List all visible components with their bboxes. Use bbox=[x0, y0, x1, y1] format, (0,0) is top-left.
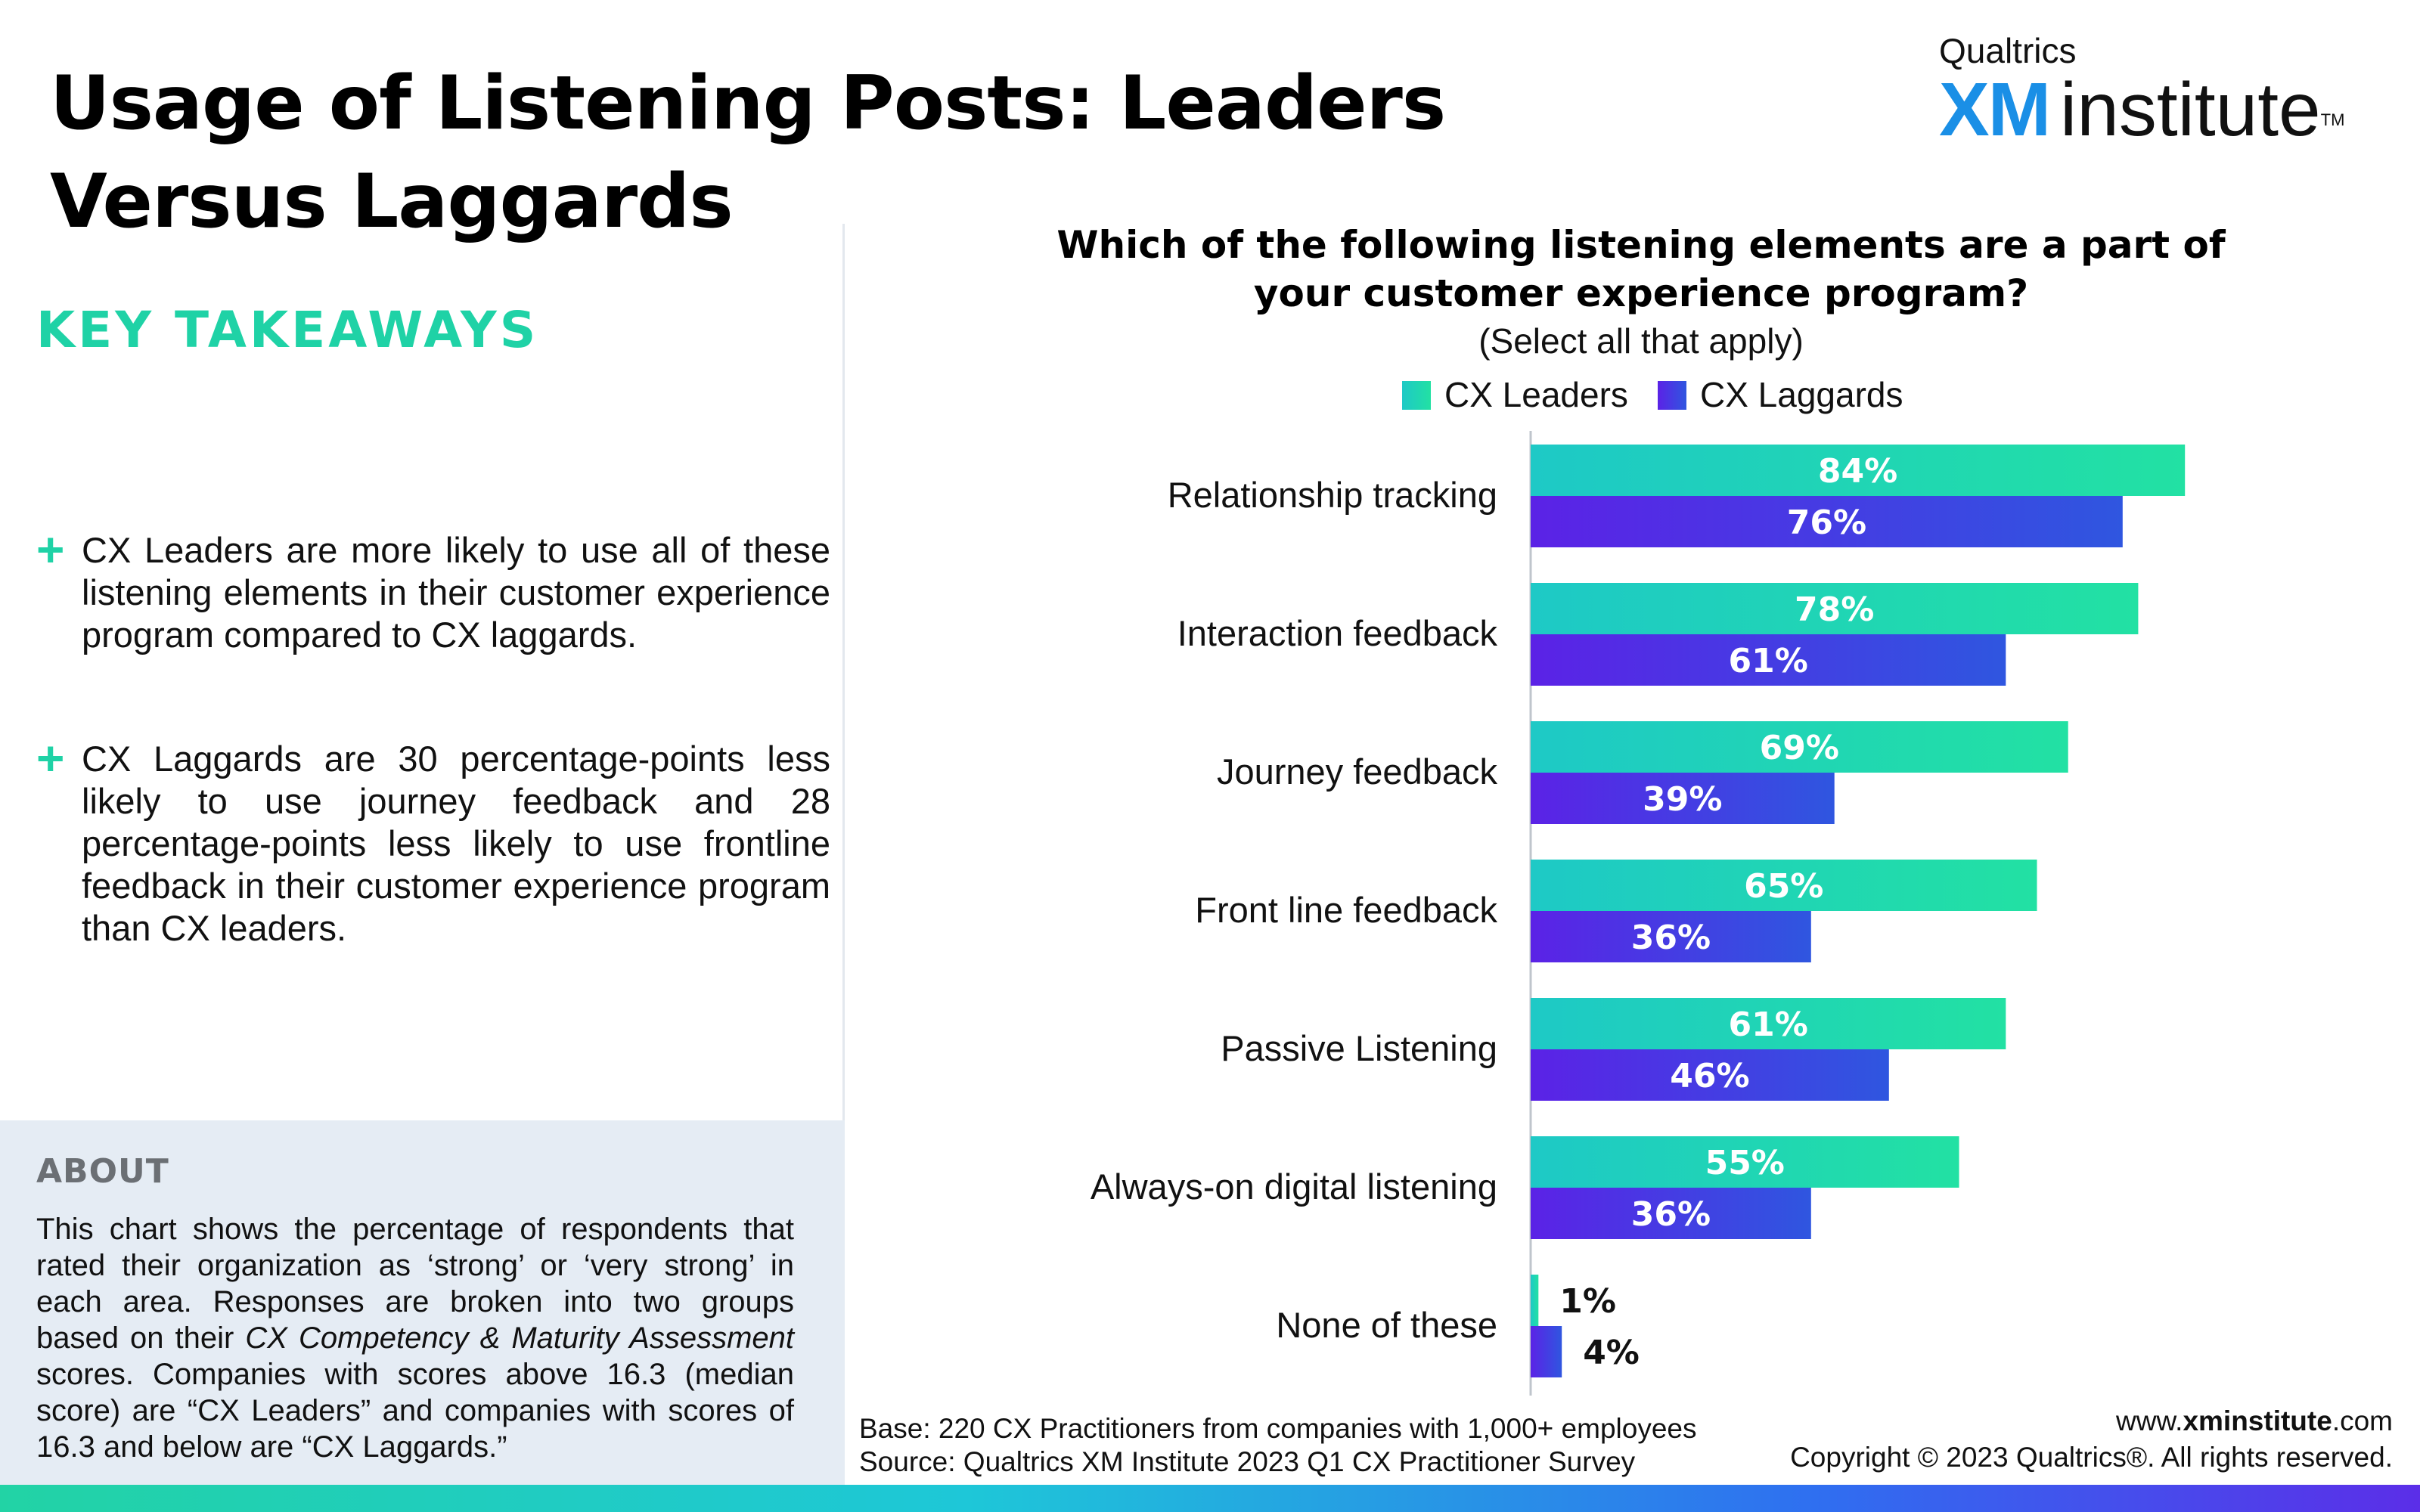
data-label: 69% bbox=[1760, 729, 1839, 767]
base-note: Base: 220 CX Practitioners from companie… bbox=[859, 1413, 1697, 1444]
about-heading: ABOUT bbox=[36, 1152, 169, 1191]
bar-laggards bbox=[1531, 911, 1811, 962]
category-label: Relationship tracking bbox=[1168, 475, 1497, 515]
logo-qualtrics-text: Qualtrics bbox=[1939, 31, 2077, 70]
chart-footnote: Base: 220 CX Practitioners from companie… bbox=[859, 1412, 1696, 1479]
category-label: Journey feedback bbox=[1217, 751, 1498, 792]
panel-divider bbox=[842, 224, 845, 1120]
category-label: Interaction feedback bbox=[1177, 613, 1498, 653]
about-text: This chart shows the percentage of respo… bbox=[36, 1211, 794, 1465]
bar-leaders bbox=[1531, 860, 2037, 911]
data-label: 78% bbox=[1795, 590, 1874, 629]
bar-leaders bbox=[1531, 721, 2068, 773]
legend-swatch-leaders bbox=[1402, 381, 1431, 410]
bar-laggards bbox=[1531, 1188, 1811, 1239]
copyright-text: Copyright © 2023 Qualtrics®. All rights … bbox=[1790, 1442, 2393, 1473]
category-label: None of these bbox=[1276, 1305, 1497, 1345]
bar-laggards bbox=[1531, 496, 2123, 547]
url-prefix: www. bbox=[2116, 1405, 2183, 1436]
about-text-italic: CX Competency & Maturity Assessment bbox=[245, 1321, 794, 1355]
category-label: Always-on digital listening bbox=[1091, 1167, 1497, 1207]
website-link[interactable]: www.xminstitute.com bbox=[1790, 1403, 2393, 1439]
data-label: 61% bbox=[1728, 642, 1807, 680]
bar-laggards bbox=[1531, 634, 2006, 686]
logo-xm-text: XM bbox=[1939, 67, 2051, 152]
logo-wordmark: XM instituteTM bbox=[1939, 68, 2344, 151]
logo-institute-text: institute bbox=[2060, 67, 2321, 152]
bar-leaders bbox=[1531, 445, 2186, 496]
copyright-block: www.xminstitute.com Copyright © 2023 Qua… bbox=[1790, 1403, 2393, 1476]
url-suffix: .com bbox=[2332, 1405, 2393, 1436]
data-label: 61% bbox=[1728, 1005, 1807, 1044]
bar-leaders bbox=[1531, 583, 2139, 634]
logo-tm-text: TM bbox=[2320, 110, 2345, 129]
bar-leaders bbox=[1531, 1136, 1959, 1188]
bar-laggards bbox=[1531, 1326, 1562, 1377]
data-label: 36% bbox=[1631, 919, 1711, 957]
category-label: Front line feedback bbox=[1195, 890, 1497, 930]
data-label: 1% bbox=[1559, 1282, 1616, 1321]
legend-label: CX Laggards bbox=[1700, 375, 1903, 414]
plus-icon: + bbox=[36, 522, 65, 577]
bar-leaders bbox=[1531, 998, 2006, 1049]
plus-icon: + bbox=[36, 731, 65, 785]
bar-laggards bbox=[1531, 773, 1835, 824]
legend-swatch-laggards bbox=[1658, 381, 1686, 410]
takeaway-text: CX Laggards are 30 percentage-points les… bbox=[82, 739, 830, 948]
page-title: Usage of Listening Posts: Leaders Versus… bbox=[50, 60, 1446, 245]
data-label: 84% bbox=[1818, 452, 1897, 491]
data-label: 39% bbox=[1643, 780, 1722, 819]
source-note: Source: Qualtrics XM Institute 2023 Q1 C… bbox=[859, 1446, 1636, 1477]
data-label: 36% bbox=[1631, 1195, 1711, 1234]
legend-label: CX Leaders bbox=[1444, 375, 1628, 414]
url-bold: xminstitute bbox=[2183, 1405, 2332, 1436]
xm-institute-logo: Qualtrics XM instituteTM bbox=[1939, 30, 2363, 151]
key-takeaways-heading: KEY TAKEAWAYS bbox=[36, 301, 539, 359]
data-label: 55% bbox=[1705, 1144, 1785, 1182]
category-label: Passive Listening bbox=[1221, 1028, 1497, 1068]
about-text-part: This chart shows the percentage of respo… bbox=[36, 1213, 794, 1355]
bar-leaders bbox=[1531, 1275, 1539, 1326]
data-label: 76% bbox=[1787, 503, 1866, 542]
takeaway-text: CX Leaders are more likely to use all of… bbox=[82, 530, 830, 655]
data-label: 65% bbox=[1744, 867, 1823, 906]
chart-title: Which of the following listening element… bbox=[1056, 223, 2226, 315]
bar-laggards bbox=[1531, 1049, 1889, 1101]
data-label: 4% bbox=[1583, 1334, 1640, 1372]
about-panel bbox=[0, 1120, 845, 1485]
bottom-gradient-bar bbox=[0, 1485, 2420, 1512]
about-text-part: scores. Companies with scores above 16.3… bbox=[36, 1358, 794, 1464]
data-label: 46% bbox=[1670, 1057, 1749, 1095]
chart-subtitle: (Select all that apply) bbox=[1478, 321, 1804, 361]
